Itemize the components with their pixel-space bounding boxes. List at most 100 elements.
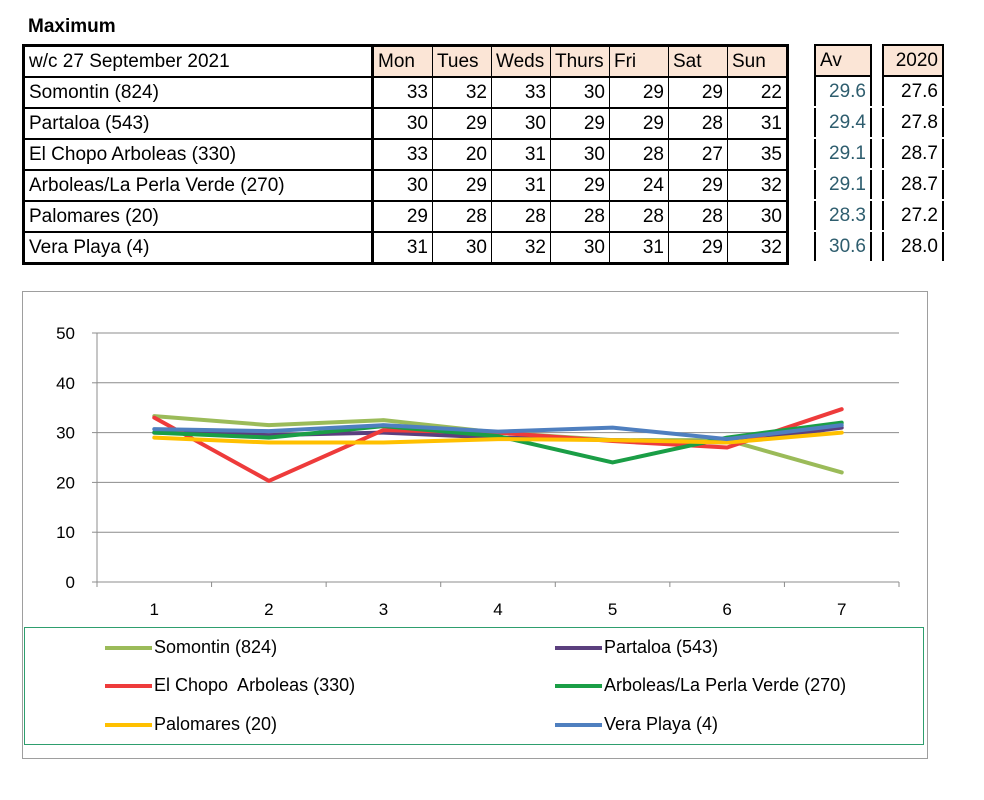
temperature-cell: 28 [609, 138, 669, 171]
series-line [152, 407, 844, 483]
temperature-cell: 33 [372, 76, 433, 109]
legend-label: Arboleas/La Perla Verde (270) [604, 675, 847, 695]
station-name: Vera Playa (4) [23, 231, 374, 264]
temperature-cell: 29 [550, 169, 610, 202]
temperature-table: w/c 27 September 2021 Mon Tues Weds Thur… [22, 44, 789, 265]
temperature-cell: 32 [491, 231, 551, 264]
x-tick-label: 1 [150, 600, 159, 619]
table-row: Palomares (20) 29 28 28 28 28 28 30 [23, 200, 788, 233]
legend-swatch [555, 683, 602, 688]
y-tick-label: 50 [56, 324, 75, 343]
x-tick-label: 4 [493, 600, 502, 619]
temperature-cell: 29 [432, 169, 492, 202]
day-header: Mon [372, 45, 433, 78]
temperature-cell: 31 [727, 107, 788, 140]
week-label: w/c 27 September 2021 [23, 45, 374, 78]
temperature-cell: 29 [668, 76, 728, 109]
table-row: Somontin (824) 33 32 33 30 29 29 22 [23, 76, 788, 109]
temperature-cell: 30 [372, 107, 433, 140]
temperature-cell: 29 [668, 169, 728, 202]
average-column: Av 29.6 29.4 29.1 29.1 28.3 30.6 [814, 44, 872, 263]
day-header: Thurs [550, 45, 610, 78]
prev-year-column: 2020 27.6 27.8 28.7 28.7 27.2 28.0 [882, 44, 944, 263]
temperature-cell: 28 [609, 200, 669, 233]
legend-swatch [105, 645, 152, 650]
temperature-cell: 28 [668, 107, 728, 140]
temperature-cell: 30 [727, 200, 788, 233]
legend-label: Palomares (20) [154, 714, 278, 734]
chart-frame [22, 291, 928, 759]
legend-swatch [555, 722, 602, 727]
temperature-cell: 33 [491, 76, 551, 109]
chart-legend: Somontin (824) Partaloa (543) El Chopo Arb… [24, 627, 924, 745]
temperature-cell: 22 [727, 76, 788, 109]
temperature-cell: 29 [550, 107, 610, 140]
day-header: Fri [609, 45, 669, 78]
temperature-cell: 29 [609, 107, 669, 140]
legend-label: Partaloa (543) [604, 637, 719, 657]
legend-label: Vera Playa (4) [604, 714, 719, 734]
temperature-cell: 35 [727, 138, 788, 171]
table-row: El Chopo Arboleas (330) 33 20 31 30 28 27 35 [23, 138, 788, 171]
legend-swatch [105, 722, 152, 727]
prev-year-cell: 27.2 [901, 204, 938, 226]
station-name: Palomares (20) [23, 200, 374, 233]
legend-item: El Chopo Arboleas (330) [105, 675, 355, 696]
day-header: Weds [491, 45, 551, 78]
temperature-cell: 28 [668, 200, 728, 233]
y-tick-label: 20 [56, 473, 75, 492]
table-row: Partaloa (543) 30 29 30 29 29 28 31 [23, 107, 788, 140]
temperature-cell: 32 [727, 231, 788, 264]
legend-item: Somontin (824) [105, 637, 277, 658]
average-cell: 29.6 [829, 80, 866, 102]
temperature-cell: 30 [432, 231, 492, 264]
temperature-cell: 33 [372, 138, 433, 171]
series-line [152, 423, 844, 442]
temperature-cell: 31 [372, 231, 433, 264]
table-row: Arboleas/La Perla Verde (270) 30 29 31 29 24 2… [23, 169, 788, 202]
prev-year-cell: 27.8 [901, 111, 938, 133]
temperature-cell: 20 [432, 138, 492, 171]
temperature-cell: 31 [491, 138, 551, 171]
temperature-cell: 28 [550, 200, 610, 233]
legend-item: Palomares (20) [105, 714, 277, 735]
station-name: Partaloa (543) [23, 107, 374, 140]
table-row: Vera Playa (4) 31 30 32 30 31 29 32 [23, 231, 788, 264]
temperature-cell: 29 [609, 76, 669, 109]
average-cell: 29.1 [829, 173, 866, 195]
average-cell: 29.4 [829, 111, 866, 133]
temperature-cell: 24 [609, 169, 669, 202]
table-header-row: w/c 27 September 2021 Mon Tues Weds Thur… [23, 45, 788, 78]
legend-swatch [105, 683, 152, 688]
x-tick-label: 6 [722, 600, 731, 619]
prev-year-cell: 28.0 [901, 235, 938, 257]
temperature-cell: 31 [609, 231, 669, 264]
temperature-cell: 30 [372, 169, 433, 202]
line-chart: 0 10 20 30 40 50 1 2 3 4 5 6 7 [56, 324, 900, 619]
day-header: Tues [432, 45, 492, 78]
station-name: Arboleas/La Perla Verde (270) [23, 169, 374, 202]
x-tick-label: 5 [608, 600, 617, 619]
x-tick-label: 7 [837, 600, 846, 619]
legend-item: Vera Playa (4) [555, 714, 718, 735]
series-line [152, 430, 844, 445]
temperature-cell: 30 [550, 138, 610, 171]
prev-year-cell: 27.6 [901, 80, 938, 102]
station-name: El Chopo Arboleas (330) [23, 138, 374, 171]
average-cell: 30.6 [829, 235, 866, 257]
temperature-cell: 27 [668, 138, 728, 171]
legend-swatch [555, 645, 602, 650]
temperature-cell: 30 [550, 231, 610, 264]
legend-label: El Chopo Arboleas (330) [154, 675, 356, 695]
x-tick-label: 2 [264, 600, 273, 619]
temperature-cell: 30 [491, 107, 551, 140]
page-title: Maximum [28, 16, 116, 37]
average-header: Av [815, 45, 871, 77]
legend-item: Arboleas/La Perla Verde (270) [555, 675, 846, 696]
temperature-cell: 30 [550, 76, 610, 109]
y-tick-label: 10 [56, 523, 75, 542]
average-cell: 29.1 [829, 142, 866, 164]
temperature-cell: 29 [372, 200, 433, 233]
temperature-cell: 28 [432, 200, 492, 233]
prev-year-header: 2020 [883, 45, 943, 77]
